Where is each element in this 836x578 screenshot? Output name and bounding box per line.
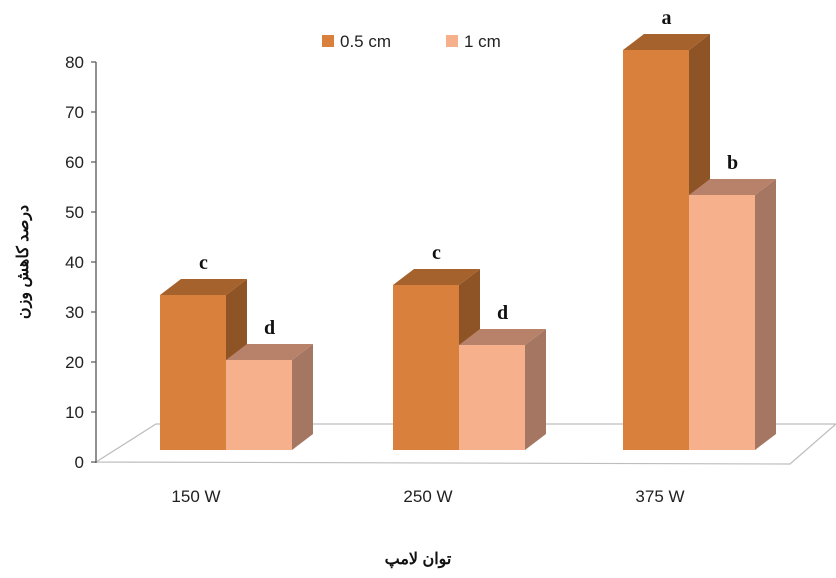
bar-front [623, 50, 689, 450]
y-tick-label: 10 [65, 403, 84, 422]
legend: 0.5 cm 1 cm [322, 32, 501, 51]
bar-side [292, 344, 313, 450]
bar-top [226, 344, 313, 360]
bar [160, 279, 247, 450]
bar-side [525, 329, 546, 450]
x-tick-label: 375 W [635, 487, 684, 506]
data-label: b [727, 152, 738, 174]
data-label: a [662, 7, 672, 29]
legend-swatch [446, 35, 458, 47]
y-tick-label: 70 [65, 103, 84, 122]
data-label: d [497, 302, 508, 324]
bar-top [393, 269, 480, 285]
bar-side [755, 179, 776, 450]
data-label: c [199, 252, 208, 274]
legend-label: 1 cm [464, 32, 501, 51]
legend-label: 0.5 cm [340, 32, 391, 51]
bar-front [160, 295, 226, 450]
legend-swatch [322, 35, 334, 47]
data-label: d [264, 317, 275, 339]
y-tick-label: 0 [75, 453, 84, 472]
bar-top [459, 329, 546, 345]
bar-top [160, 279, 247, 295]
bar [226, 344, 313, 450]
y-tick-label: 80 [65, 53, 84, 72]
data-label: c [432, 242, 441, 264]
bars [160, 34, 776, 450]
bar-front [393, 285, 459, 450]
bar-front [689, 195, 755, 450]
y-tick-label: 60 [65, 153, 84, 172]
bar [689, 179, 776, 450]
bar-front [459, 345, 525, 450]
y-axis: 0 10 20 30 40 50 60 70 80 150 W 250 W 375 W [65, 53, 684, 506]
x-axis-title: توان لامپ [385, 551, 452, 569]
y-tick-label: 20 [65, 353, 84, 372]
x-tick-label: 250 W [403, 487, 452, 506]
x-tick-label: 150 W [171, 487, 220, 506]
data-labels: c d c d a b [199, 7, 738, 339]
y-axis-title: درصد کاهش وزن [15, 205, 33, 319]
y-tick-label: 50 [65, 203, 84, 222]
bar-top [623, 34, 710, 50]
y-tick-label: 30 [65, 303, 84, 322]
bar-front [226, 360, 292, 450]
bar-top [689, 179, 776, 195]
bar [459, 329, 546, 450]
y-tick-label: 40 [65, 253, 84, 272]
